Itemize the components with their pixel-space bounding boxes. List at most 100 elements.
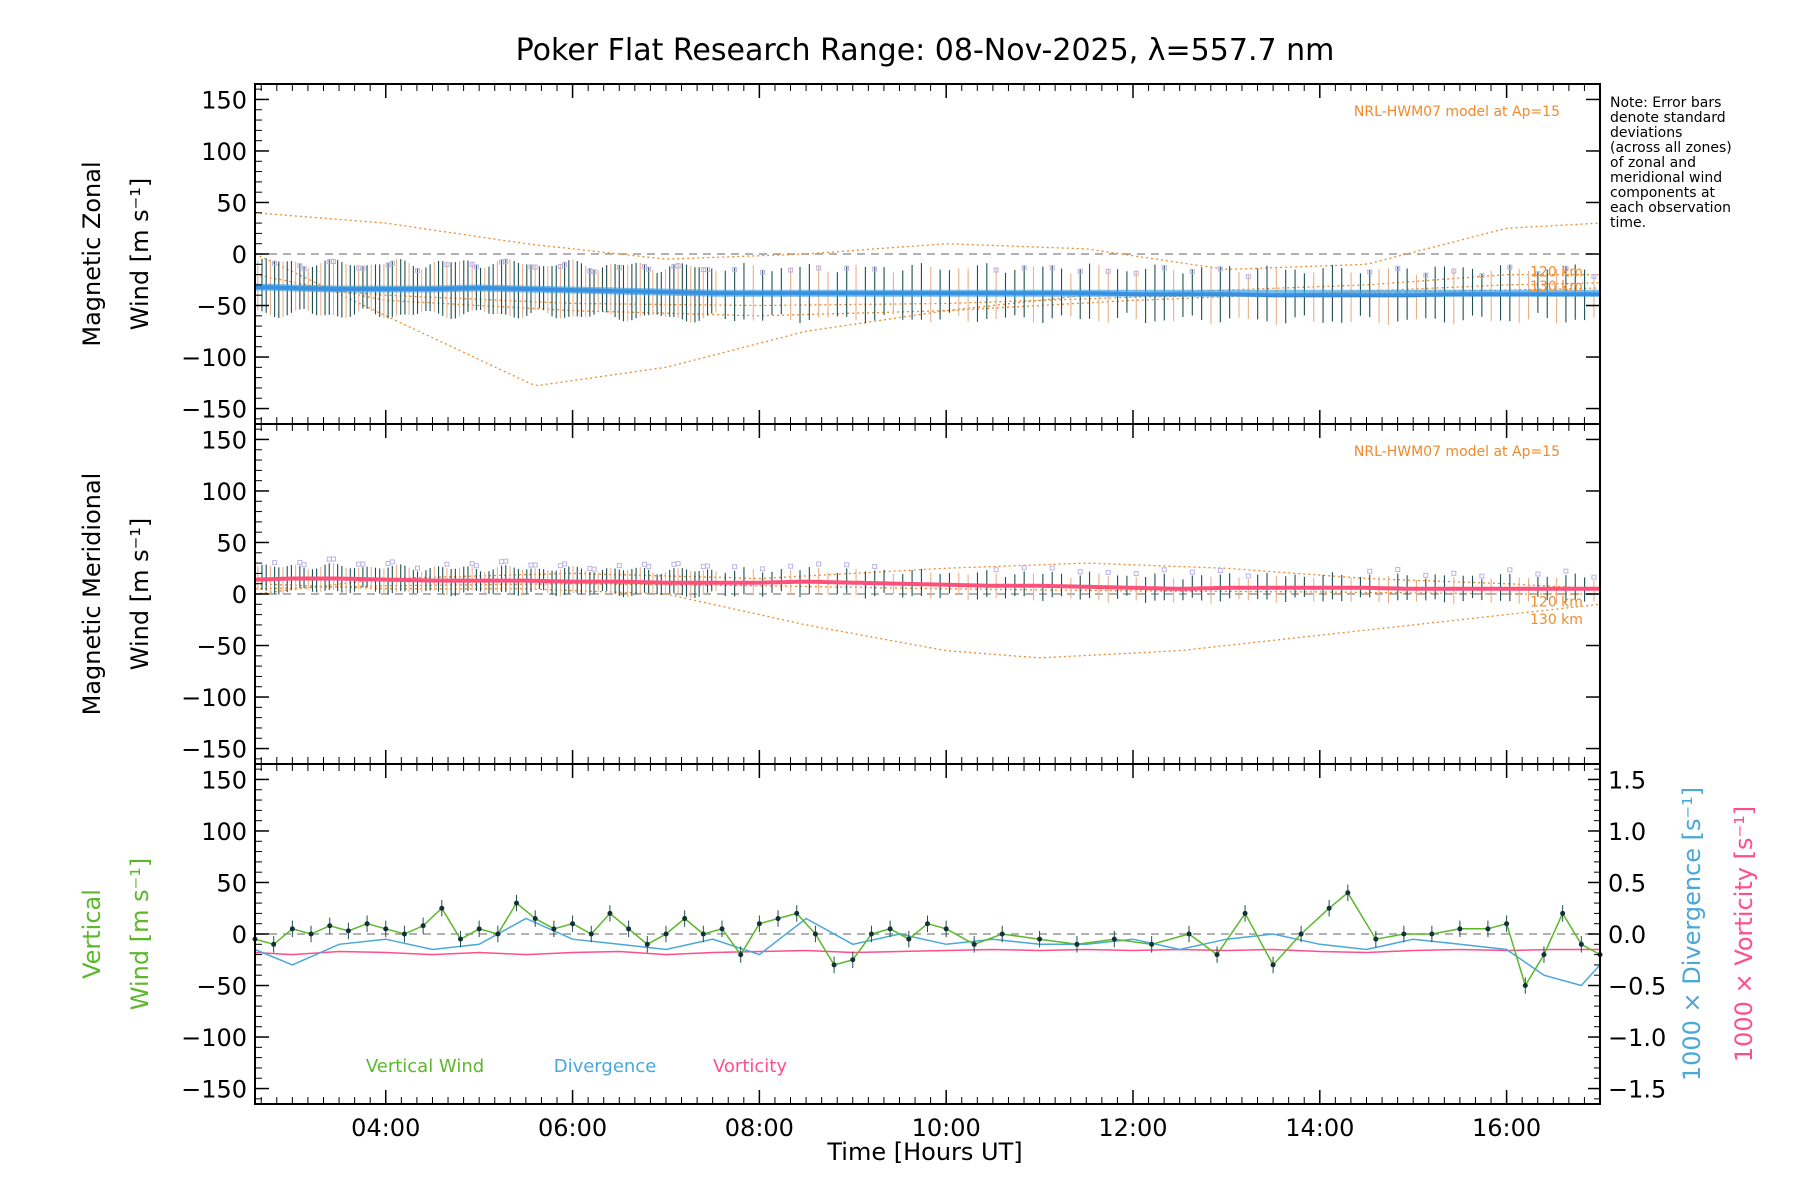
model-curve-2 bbox=[254, 273, 1601, 317]
vertical-wind-point bbox=[401, 931, 407, 937]
scatter-point bbox=[1105, 268, 1111, 274]
scatter-point bbox=[1245, 274, 1251, 280]
scatter-point bbox=[562, 561, 568, 567]
vertical-wind-point bbox=[868, 931, 874, 937]
panel-vertical: 1.5 1.0 0.5 0.0 −0.5 −1.0 −1.5 1000 × Divergenc… bbox=[78, 763, 1758, 1105]
vertical-wind-point bbox=[1541, 952, 1547, 958]
vertical-wind-point bbox=[1037, 936, 1043, 942]
vertical-wind-point bbox=[756, 921, 762, 927]
scatter-point bbox=[788, 563, 794, 569]
scatter-point bbox=[1217, 266, 1223, 272]
y-tick-label: −100 bbox=[181, 344, 247, 372]
vertical-wind-point bbox=[1429, 931, 1435, 937]
scatter-point bbox=[297, 263, 303, 269]
scatter-point bbox=[562, 262, 568, 268]
vertical-wind-point bbox=[1242, 910, 1248, 916]
scatter-point bbox=[499, 559, 505, 565]
right-tick-label: −0.5 bbox=[1608, 973, 1666, 1001]
vertical-wind-point bbox=[364, 921, 370, 927]
legend-item: Vorticity bbox=[713, 1056, 787, 1077]
x-tick-label: 04:00 bbox=[351, 1114, 420, 1142]
vertical-wind-point bbox=[1270, 962, 1276, 968]
right-tick-label: −1.5 bbox=[1608, 1076, 1666, 1104]
y-tick-label: 0 bbox=[232, 241, 247, 269]
scatter-point bbox=[557, 563, 563, 569]
scatter-point bbox=[816, 561, 822, 567]
vertical-wind-point bbox=[271, 941, 277, 947]
vertical-wind-point bbox=[1326, 905, 1332, 911]
scatter-point bbox=[1367, 568, 1373, 574]
scatter-point bbox=[1563, 266, 1569, 272]
vertical-wind-point bbox=[607, 910, 613, 916]
x-tick-label: 10:00 bbox=[912, 1114, 981, 1142]
scatter-point bbox=[1161, 567, 1167, 573]
vertical-wind-point bbox=[887, 926, 893, 932]
scatter-point bbox=[587, 566, 593, 572]
scatter-point bbox=[675, 561, 681, 567]
y-tick-label: −150 bbox=[181, 736, 247, 764]
scatter-point bbox=[646, 563, 652, 569]
scatter-point bbox=[1133, 571, 1139, 577]
vertical-wind-point bbox=[439, 905, 445, 911]
scatter-point bbox=[473, 563, 479, 569]
vertical-wind-point bbox=[812, 931, 818, 937]
y-tick-label: −50 bbox=[196, 973, 247, 1001]
x-tick-label: 16:00 bbox=[1472, 1114, 1541, 1142]
vertical-wind-point bbox=[457, 936, 463, 942]
vertical-wind-point bbox=[1457, 926, 1463, 932]
model-km-label: 130 km bbox=[1530, 279, 1583, 295]
y-tick-label: 100 bbox=[201, 138, 247, 166]
legend-item: Vertical Wind bbox=[366, 1056, 484, 1077]
scatter-point bbox=[469, 561, 475, 567]
vertical-wind-point bbox=[700, 931, 706, 937]
vertical-wind-point bbox=[1485, 926, 1491, 932]
zonal-wind-band bbox=[254, 283, 1600, 297]
right-tick-label: 0.0 bbox=[1608, 921, 1646, 949]
error-bar-note: Note: Error bars denote standard deviati… bbox=[1610, 95, 1732, 231]
y-tick-label: 50 bbox=[216, 189, 247, 217]
y-tick-label: −100 bbox=[181, 1024, 247, 1052]
scatter-point bbox=[872, 266, 878, 272]
scatter-point bbox=[1507, 264, 1513, 270]
y-tick-label: 50 bbox=[216, 529, 247, 557]
scatter-point bbox=[503, 558, 509, 564]
scatter-point bbox=[301, 266, 307, 272]
scatter-point bbox=[732, 267, 738, 273]
vertical-wind-point bbox=[831, 962, 837, 968]
scatter-point bbox=[700, 563, 706, 569]
scatter-point bbox=[1077, 268, 1083, 274]
right-tick-label: −1.0 bbox=[1608, 1024, 1666, 1052]
divergence-axis-label: 1000 × Divergence [s⁻¹] bbox=[1678, 787, 1706, 1081]
y-tick-label: −150 bbox=[181, 1076, 247, 1104]
scatter-point bbox=[297, 559, 303, 565]
scatter-point bbox=[591, 566, 597, 572]
scatter-point bbox=[1161, 265, 1167, 271]
vertical-wind-point bbox=[719, 926, 725, 932]
vertical-wind-point bbox=[476, 926, 482, 932]
scatter-point bbox=[356, 561, 362, 567]
vertical-wind-point bbox=[383, 926, 389, 932]
divergence-line bbox=[254, 917, 1601, 987]
vertical-wind-point bbox=[1214, 952, 1220, 958]
right-tick-label: 0.5 bbox=[1608, 869, 1646, 897]
scatter-point bbox=[1507, 567, 1513, 573]
scatter-point bbox=[473, 264, 479, 270]
scatter-point bbox=[532, 562, 538, 568]
scatter-point bbox=[532, 264, 538, 270]
right-tick-label: 1.5 bbox=[1608, 766, 1646, 794]
scatter-point bbox=[272, 260, 278, 266]
scatter-point bbox=[1021, 265, 1027, 271]
scatter-point bbox=[1021, 565, 1027, 571]
scatter-point bbox=[1395, 266, 1401, 272]
scatter-point bbox=[732, 564, 738, 570]
vertical-wind-point bbox=[971, 941, 977, 947]
vertical-wind-point bbox=[663, 931, 669, 937]
y-tick-label: 150 bbox=[201, 766, 247, 794]
scatter-point bbox=[844, 265, 850, 271]
vertical-wind-point bbox=[1504, 921, 1510, 927]
scatter-point bbox=[1563, 568, 1569, 574]
x-tick-label: 06:00 bbox=[538, 1114, 607, 1142]
